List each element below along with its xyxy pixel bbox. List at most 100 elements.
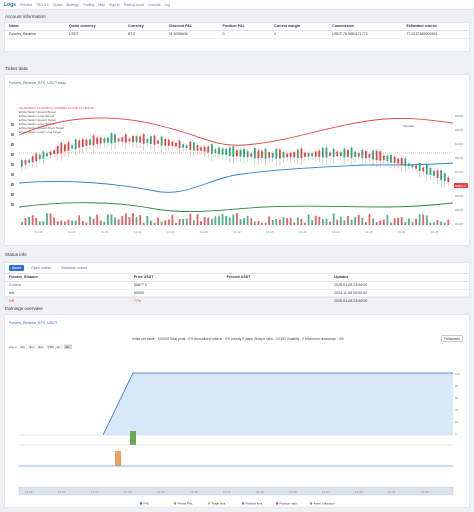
account-header: Position P&L [218, 23, 271, 31]
zoom-button[interactable]: 1y [57, 345, 61, 349]
x-tick: 11-30 [124, 490, 132, 494]
tool-icon[interactable] [11, 153, 14, 156]
zoom-button-bg[interactable] [28, 344, 36, 350]
zoom-button[interactable]: 1m [21, 345, 26, 349]
candle-body [64, 144, 66, 152]
status-tabs: Asset Open orders Schedule orders [5, 263, 469, 274]
nav-item-6[interactable]: Sign in [109, 2, 120, 7]
legend-entry: EIStochastic Lower Long Target [19, 130, 61, 134]
candle-body [318, 150, 321, 157]
tool-icon[interactable] [11, 163, 14, 166]
earnings-symbol[interactable]: Futures_Binance_BTC_USDT [9, 321, 58, 325]
volume-bar [28, 217, 30, 225]
volume-bar [408, 218, 410, 225]
tool-icon[interactable] [11, 133, 14, 136]
volume-bar [268, 216, 271, 225]
nav-item-3[interactable]: Strategy [66, 2, 79, 7]
volume-bar [311, 220, 314, 225]
volume-bar [314, 215, 317, 225]
volume-bar [261, 222, 263, 225]
zoom-button[interactable]: 3m [30, 345, 35, 349]
zoom-button-bg[interactable] [55, 344, 63, 350]
tab-asset[interactable]: Asset [9, 265, 24, 271]
candle-body [404, 158, 407, 167]
x-tick: 12-04 [157, 490, 165, 494]
zoom-button-bg[interactable] [37, 344, 45, 350]
nav-item-7[interactable]: Trading count [123, 2, 145, 7]
volume-bar [322, 219, 324, 225]
nav-item-1[interactable]: TB/1.0.1 [36, 2, 49, 7]
zoom-button-bg[interactable] [64, 344, 72, 350]
volume-bar [307, 214, 310, 225]
zoom-button[interactable]: All [66, 345, 70, 349]
x-tick: 12-12 [223, 490, 231, 494]
tool-icon[interactable] [11, 173, 14, 176]
navigator-scrollbar[interactable] [18, 486, 454, 496]
x-tick: 11-18 [35, 230, 43, 234]
ticker-symbol[interactable]: Futures_Binance_BTC_USDT.swap [9, 81, 67, 85]
nav-item-4[interactable]: Trading [82, 2, 95, 7]
candle-body [150, 136, 152, 144]
pnl-line [102, 372, 453, 436]
earnings-legend[interactable]: PNL Period PNL Trade limit Position limit Po… [139, 502, 336, 506]
candle-body [332, 148, 335, 158]
nav-item-9[interactable]: Log [164, 2, 171, 7]
volume-bar [397, 217, 400, 225]
fullscreen-button[interactable]: Fullscreen [441, 335, 463, 342]
legend-entry[interactable]: Asset Utilization [314, 502, 336, 506]
zoom-button[interactable]: 6m [39, 345, 44, 349]
drawing-toolbar[interactable] [11, 123, 14, 206]
candlesticks [21, 131, 450, 188]
volume-bar [425, 215, 428, 225]
volume-bar [379, 220, 382, 225]
legend-entry[interactable]: Period PNL [178, 502, 194, 506]
candle-body [418, 163, 421, 171]
x-tick: 12-08 [200, 230, 208, 234]
legend-entry[interactable]: Trade limit [212, 502, 226, 506]
legend-marker[interactable] [275, 502, 279, 505]
volume-bar [422, 214, 425, 225]
legend-marker[interactable] [241, 502, 245, 505]
y-tick: 91000 [455, 142, 464, 146]
legend-marker[interactable] [207, 502, 211, 505]
nav-item-5[interactable]: Help [98, 2, 106, 7]
nav-item-8[interactable]: Console [148, 2, 161, 7]
candle-body [286, 153, 288, 158]
tool-icon[interactable] [11, 123, 14, 126]
candle-body [329, 152, 331, 156]
status-cell [222, 281, 330, 290]
nav-item-2[interactable]: Quant [52, 2, 63, 7]
tool-icon[interactable] [11, 193, 14, 196]
candle-body [31, 156, 34, 163]
legend-marker[interactable] [173, 502, 177, 505]
indicator-label[interactable]: Indicator [403, 124, 415, 128]
legend-entry[interactable]: Position ratio [280, 502, 298, 506]
tool-icon[interactable] [11, 183, 14, 186]
zoom-button-bg[interactable] [46, 344, 54, 350]
candle-body [85, 139, 88, 146]
ticker-chart[interactable]: CHARTER(7,14,0)NBC1,CHANDE2,CLOSE,14.780… [5, 75, 471, 247]
candle-body [24, 160, 27, 165]
legend-marker[interactable] [309, 502, 313, 505]
volume-bar [121, 216, 124, 225]
tool-icon[interactable] [11, 143, 14, 146]
volume-bar [393, 218, 396, 225]
nav-item-0[interactable]: Preview [19, 2, 33, 7]
volume-bar [42, 221, 45, 225]
legend-entry[interactable]: PNL [144, 502, 150, 506]
volume-bar [164, 220, 167, 225]
zoom-button[interactable]: YTD [48, 345, 55, 349]
tab-open-orders[interactable]: Open orders [31, 266, 51, 270]
candle-body [214, 149, 217, 153]
candle-body [379, 151, 382, 161]
tool-icon[interactable] [11, 203, 14, 206]
legend-marker[interactable] [139, 502, 143, 505]
earnings-chart[interactable]: Zoom 1m 3m 6m YTD 1y All 100 80 60 40 20 0 11… [5, 315, 471, 509]
zoom-buttons[interactable]: 1m 3m 6m YTD 1y All [19, 344, 72, 350]
legend-entry[interactable]: Position limit [246, 502, 263, 506]
tab-schedule-orders[interactable]: Schedule orders [60, 266, 88, 270]
volume-bar [329, 221, 331, 225]
app-logo[interactable]: Logs [4, 1, 16, 8]
zoom-button-bg[interactable] [19, 344, 27, 350]
volume-bar [354, 217, 357, 225]
